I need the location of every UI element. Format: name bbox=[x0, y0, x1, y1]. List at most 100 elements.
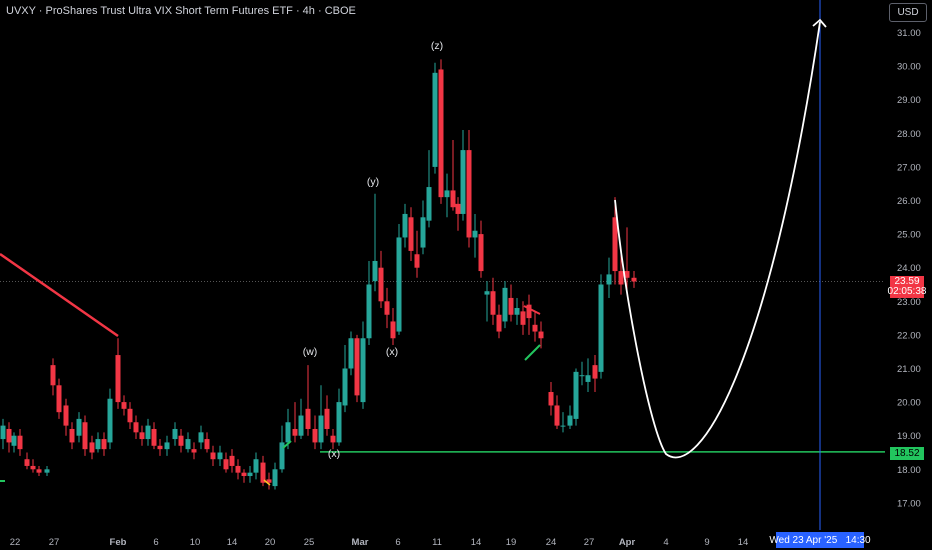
candle-body bbox=[342, 368, 348, 406]
candle-body bbox=[89, 442, 95, 453]
candle-body bbox=[460, 150, 466, 214]
candle-body bbox=[366, 284, 372, 339]
x-tick-label: 27 bbox=[49, 537, 60, 548]
candle-body bbox=[82, 422, 88, 450]
candle bbox=[585, 358, 591, 393]
candle-body bbox=[185, 439, 191, 450]
candle bbox=[520, 301, 526, 335]
candle bbox=[514, 297, 520, 325]
candle-body bbox=[348, 338, 354, 369]
candle-body bbox=[592, 365, 598, 379]
wave-label: (w) bbox=[303, 346, 318, 358]
candle-body bbox=[318, 415, 324, 443]
candle bbox=[17, 428, 23, 456]
candle-body bbox=[50, 365, 56, 386]
y-tick-label: 19.00 bbox=[897, 431, 921, 442]
candle-body bbox=[402, 213, 408, 238]
y-tick-label: 26.00 bbox=[897, 196, 921, 207]
y-tick-label: 18.00 bbox=[897, 465, 921, 476]
candle bbox=[217, 445, 223, 466]
candle bbox=[69, 422, 75, 450]
y-tick-label: 24.00 bbox=[897, 263, 921, 274]
candle-body bbox=[426, 187, 432, 221]
candle-body bbox=[107, 398, 113, 443]
candle-body bbox=[235, 465, 241, 473]
candle bbox=[378, 250, 384, 309]
candle bbox=[101, 432, 107, 456]
candle-body bbox=[567, 415, 573, 426]
candle-body bbox=[198, 432, 204, 443]
candle-body bbox=[631, 277, 637, 282]
candle-body bbox=[210, 452, 216, 460]
candle-body bbox=[444, 190, 450, 198]
candle-body bbox=[478, 234, 484, 272]
x-tick-label: 14 bbox=[227, 537, 238, 548]
candle bbox=[606, 257, 612, 298]
candle-body bbox=[121, 402, 127, 409]
candle-body bbox=[139, 432, 145, 440]
candle bbox=[50, 358, 56, 396]
currency-button[interactable]: USD bbox=[889, 3, 927, 22]
candle-body bbox=[390, 321, 396, 339]
candle bbox=[490, 277, 496, 325]
candle bbox=[272, 462, 278, 490]
x-tick-label: Mar bbox=[352, 537, 369, 548]
candle bbox=[145, 418, 151, 446]
candle-body bbox=[490, 291, 496, 315]
candle bbox=[360, 321, 366, 409]
candle bbox=[330, 428, 336, 450]
candle-body bbox=[312, 428, 318, 443]
candle-body bbox=[127, 408, 133, 423]
projection-path bbox=[614, 21, 821, 459]
candle bbox=[618, 254, 624, 295]
last-price-value: 23.59 bbox=[894, 276, 920, 287]
candle bbox=[538, 321, 544, 349]
candle-body bbox=[508, 297, 514, 315]
candle bbox=[0, 418, 6, 450]
candle bbox=[342, 344, 348, 413]
candle bbox=[390, 308, 396, 345]
candle-body bbox=[606, 274, 612, 285]
x-tick-label: 14 bbox=[471, 537, 482, 548]
candle-body bbox=[554, 405, 560, 426]
candle-body bbox=[95, 439, 101, 450]
candle-body bbox=[279, 442, 285, 470]
candle-body bbox=[253, 459, 259, 473]
candle-body bbox=[56, 385, 62, 413]
candle bbox=[127, 402, 133, 429]
candle bbox=[548, 381, 554, 416]
candle bbox=[229, 449, 235, 473]
candle bbox=[139, 425, 145, 446]
candle bbox=[592, 355, 598, 393]
candle bbox=[460, 129, 466, 221]
candle bbox=[107, 388, 113, 450]
green-marker bbox=[282, 440, 292, 449]
candle-body bbox=[432, 72, 438, 167]
candle-body bbox=[298, 415, 304, 436]
bar-countdown: 02:05:38 bbox=[887, 286, 927, 297]
wave-label: (x) bbox=[386, 346, 398, 358]
x-tick-label: Apr bbox=[619, 537, 636, 548]
candle bbox=[76, 412, 82, 443]
candle bbox=[210, 445, 216, 466]
candle bbox=[372, 193, 378, 292]
candle-body bbox=[30, 465, 36, 470]
candle bbox=[164, 435, 170, 456]
candle bbox=[450, 140, 456, 211]
candle-body bbox=[266, 479, 272, 483]
projection-arrowhead bbox=[812, 18, 827, 28]
candle-body bbox=[151, 428, 157, 446]
candle bbox=[95, 432, 101, 453]
candle-body bbox=[272, 469, 278, 487]
candle bbox=[573, 368, 579, 426]
candle bbox=[560, 412, 566, 433]
candle bbox=[324, 395, 330, 436]
x-tick-label: 27 bbox=[584, 537, 595, 548]
candle-body bbox=[157, 445, 163, 450]
candle-body bbox=[532, 324, 538, 332]
y-tick-label: 31.00 bbox=[897, 28, 921, 39]
candle-body bbox=[455, 203, 461, 214]
candle-body bbox=[573, 371, 579, 419]
candle-body bbox=[372, 260, 378, 282]
